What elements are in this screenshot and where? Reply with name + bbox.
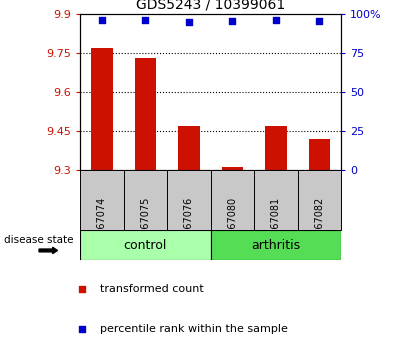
Bar [134,58,156,170]
Bar [210,230,341,260]
Bar [124,170,167,230]
Bar [178,126,200,170]
Bar [91,48,113,170]
Point [316,18,323,24]
Text: arthritis: arthritis [251,239,300,252]
Bar [222,167,243,170]
Text: control: control [124,239,167,252]
Point [186,19,192,25]
Text: GSM567074: GSM567074 [97,197,107,256]
Bar [298,170,341,230]
Bar [254,170,298,230]
Text: disease state: disease state [4,235,74,245]
Title: GDS5243 / 10399061: GDS5243 / 10399061 [136,0,285,12]
Bar [210,170,254,230]
Text: GSM567076: GSM567076 [184,197,194,256]
Text: GSM567081: GSM567081 [271,197,281,256]
Bar [265,126,287,170]
Bar [80,170,124,230]
Point [402,76,409,82]
Text: GSM567080: GSM567080 [227,197,238,256]
Text: GSM567075: GSM567075 [141,197,150,256]
Text: transformed count: transformed count [100,284,204,294]
Point [99,18,105,23]
Point [272,18,279,23]
Text: percentile rank within the sample: percentile rank within the sample [100,324,288,334]
Point [142,18,149,23]
Point [229,18,236,24]
Bar [80,230,210,260]
Text: GSM567082: GSM567082 [314,197,324,256]
Bar [167,170,210,230]
Bar [309,139,330,170]
